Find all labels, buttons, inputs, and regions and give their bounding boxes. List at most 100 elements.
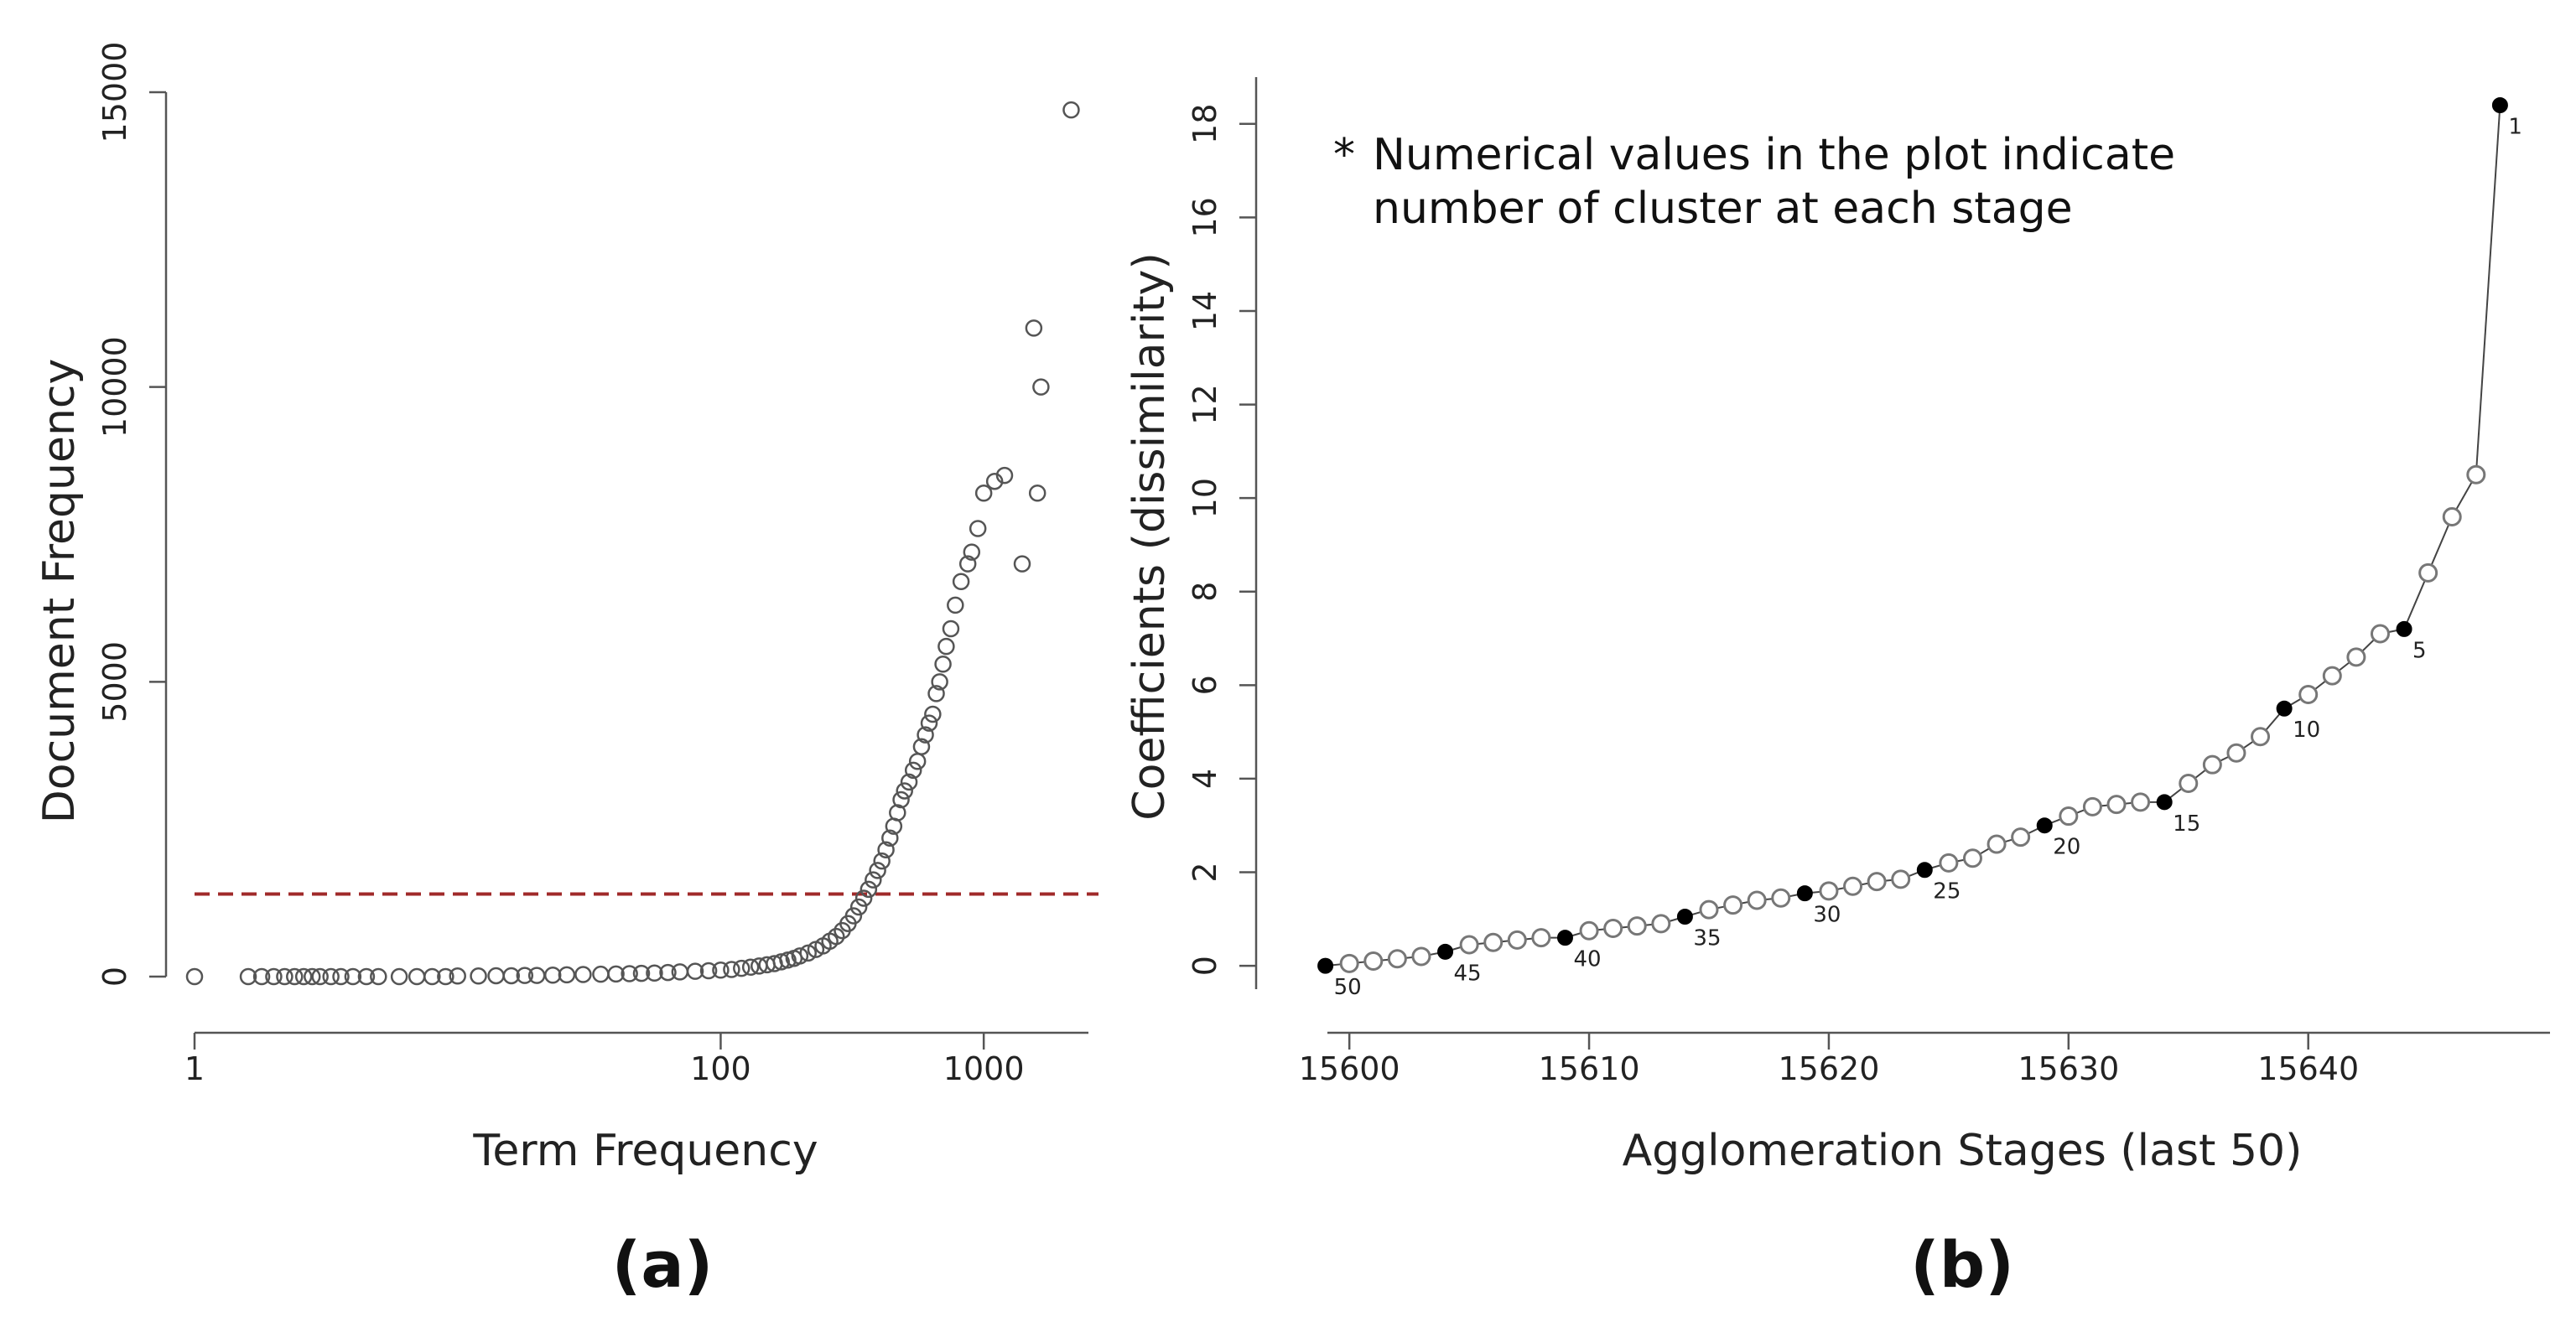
panel-a-data-point <box>632 964 651 982</box>
panel-a-data-point <box>252 967 271 986</box>
panel-a-data-point <box>772 953 790 971</box>
panel-b-open-point <box>1699 899 1719 920</box>
panel-b-open-point <box>2251 727 2271 747</box>
panel-b-open-point <box>1459 935 1479 955</box>
panel-a-y-ticks: 0 5000 10000 15000 <box>96 42 166 987</box>
panel-a-data-point <box>791 947 809 965</box>
panel-a-data-point <box>942 619 960 638</box>
panel-a-data-point <box>558 966 576 984</box>
panel-b-filled-point <box>2276 700 2293 717</box>
panel-b-open-point <box>1939 853 1959 873</box>
panel-a-data-point <box>487 967 505 985</box>
panel-a-data-point <box>1028 485 1046 502</box>
panel-a-data-points <box>185 101 1080 986</box>
panel-a-data-point <box>276 967 293 986</box>
panel-a-data-point <box>828 927 845 946</box>
panel-b-filled-point <box>2491 96 2508 113</box>
panel-a-y-tick-label: 15000 <box>96 42 133 143</box>
panel-b-open-point <box>2322 666 2342 686</box>
panel-b-filled-point <box>2396 620 2412 637</box>
panel-a-data-point <box>470 967 487 985</box>
panel-a-x-tick-label: 100 <box>690 1050 751 1087</box>
panel-b-filled-point <box>1556 930 1573 946</box>
panel-a-data-point <box>937 637 955 656</box>
panel-b-filled-point <box>1437 943 1454 960</box>
panel-b-open-point <box>1387 949 1407 969</box>
panel-b-open-point <box>1579 920 1599 941</box>
panel-a-data-point <box>924 705 942 723</box>
panel-b-data-points <box>1317 96 2508 974</box>
panel-b-open-point <box>1507 930 1527 950</box>
panel-b-open-point <box>2298 684 2319 704</box>
panel-a-data-point <box>844 907 863 925</box>
panel-a-label: (a) <box>612 1227 714 1302</box>
panel-a-data-point <box>185 967 204 986</box>
panel-b-open-point <box>1867 872 1887 892</box>
panel-b-x-tick-label: 15630 <box>2018 1050 2119 1087</box>
panel-b-open-point <box>1363 951 1384 972</box>
panel-b-y-tick-label: 18 <box>1187 104 1223 144</box>
panel-b-open-point <box>1771 888 1791 908</box>
panel-b-y-tick-label: 10 <box>1187 478 1223 518</box>
panel-b-open-point <box>2011 827 2031 848</box>
panel-b-x-tick-label: 15600 <box>1299 1050 1400 1087</box>
panel-a-data-point <box>958 555 977 573</box>
panel-b-open-point <box>1962 848 1982 868</box>
panel-a-data-point <box>849 898 868 916</box>
panel-a-x-ticks: 1 100 1000 <box>184 1033 1025 1087</box>
panel-a-data-point <box>873 852 891 870</box>
panel-a-y-tick-label: 10000 <box>96 336 133 438</box>
panel-b-cluster-count-label: 1 <box>2508 114 2522 139</box>
panel-a-data-point <box>974 485 993 502</box>
panel-b-connector-segment <box>2475 105 2501 475</box>
panel-a-data-point <box>1025 319 1043 337</box>
panel-a-data-point <box>881 829 899 847</box>
panel-b-open-point <box>2418 562 2438 583</box>
panel-a-data-point <box>920 714 938 732</box>
annotation-asterisk: * <box>1333 130 1355 180</box>
panel-a-data-point <box>799 944 817 962</box>
panel-a-data-point <box>437 967 454 986</box>
panel-b-connector-segment <box>2403 573 2429 630</box>
panel-b-filled-point <box>1916 862 1933 879</box>
panel-a-data-point <box>294 967 313 986</box>
panel-b-open-point <box>2106 795 2127 815</box>
panel-b-y-tick-label: 8 <box>1187 582 1223 602</box>
panel-a-y-tick-label: 0 <box>96 967 133 987</box>
panel-b-open-point <box>2202 754 2222 775</box>
panel-a-data-point <box>865 871 882 889</box>
panel-b-open-point <box>1651 914 1671 934</box>
panel-a-data-point <box>985 472 1004 490</box>
panel-b-y-tick-label: 12 <box>1187 384 1223 424</box>
panel-a-data-point <box>908 753 927 770</box>
panel-b-y-tick-label: 14 <box>1187 291 1223 331</box>
panel-b-open-point <box>1987 834 2007 854</box>
panel-a-data-point <box>357 967 376 986</box>
panel-b-cluster-count-label: 10 <box>2293 718 2320 743</box>
panel-b-x-ticks: 15600 15610 15620 15630 15640 <box>1299 1033 2359 1087</box>
panel-a-data-point <box>900 773 918 791</box>
panel-b-x-tick-label: 15640 <box>2257 1050 2359 1087</box>
panel-a-data-point <box>947 596 964 614</box>
panel-b-open-point <box>2442 506 2462 526</box>
panel-b-cluster-count-label: 50 <box>1334 975 1362 1000</box>
panel-a-x-tick-label: 1000 <box>943 1050 1025 1087</box>
panel-a-data-point <box>543 966 562 984</box>
panel-a-data-point <box>723 961 740 978</box>
panel-b-open-point <box>2466 464 2486 485</box>
panel-a-data-point <box>1062 101 1080 119</box>
panel-a-y-tick-label: 5000 <box>96 641 133 723</box>
panel-a-data-point <box>917 726 934 744</box>
panel-a-data-point <box>502 967 521 985</box>
panel-a-x-axis-title: Term Frequency <box>472 1126 818 1176</box>
panel-b-open-point <box>1843 876 1863 896</box>
panel-a-data-point <box>408 967 426 986</box>
panel-a-data-point <box>686 962 704 980</box>
panel-b-open-point <box>1891 869 1911 889</box>
panel-b-annotation: * Numerical values in the plot indicate … <box>1333 130 2175 234</box>
panel-b-open-point <box>1627 916 1647 936</box>
panel-a-data-point <box>963 543 981 561</box>
panel-a-data-point <box>311 967 329 986</box>
